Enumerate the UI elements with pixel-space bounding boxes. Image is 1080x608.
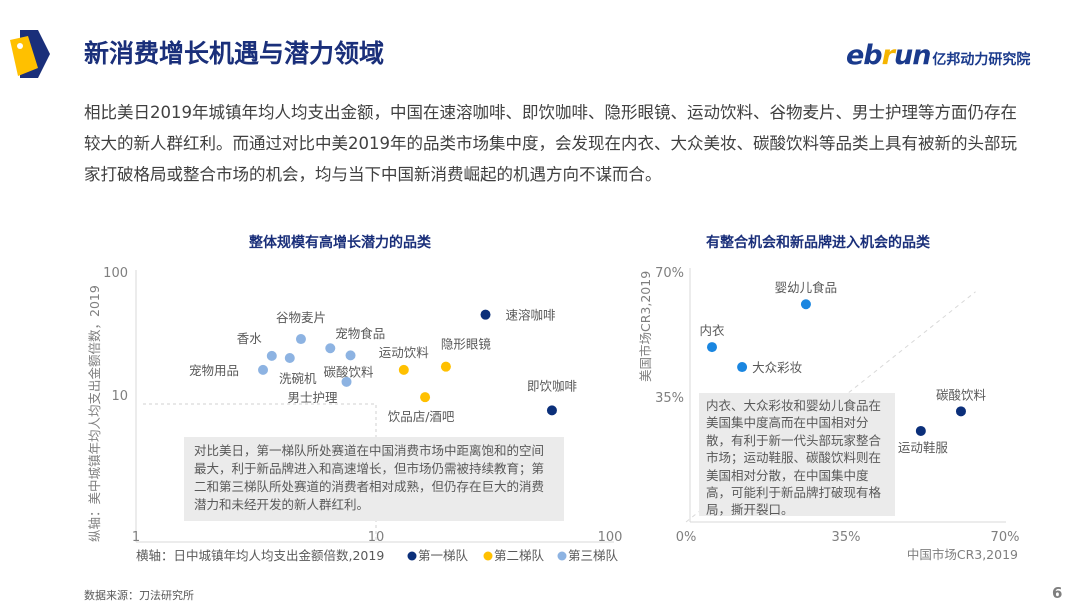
data-point <box>325 343 336 354</box>
data-point <box>800 299 811 310</box>
data-label: 隐形眼镜 <box>441 337 492 352</box>
data-point <box>955 406 966 417</box>
data-label: 男士护理 <box>288 390 339 405</box>
intro-paragraph: 相比美日2019年城镇年均人均支出金额，中国在速溶咖啡、即饮咖啡、隐形眼镜、运动… <box>84 103 1017 184</box>
x-tick-label: 0% <box>676 530 697 545</box>
x-tick-label: 10 <box>368 530 385 545</box>
ebrun-logo: ebrun 亿邦动力研究院 <box>846 40 1031 71</box>
data-point <box>546 405 557 416</box>
legend-label: 第二梯队 <box>494 548 545 563</box>
x-tick-label: 1 <box>132 530 140 545</box>
data-label: 宠物用品 <box>189 363 239 378</box>
data-label: 内衣 <box>699 323 725 338</box>
data-label: 速溶咖啡 <box>506 308 557 323</box>
data-label: 运动鞋服 <box>898 440 949 455</box>
data-label: 饮品店/酒吧 <box>388 409 455 424</box>
legend-label: 第一梯队 <box>418 548 469 563</box>
data-point <box>480 309 491 320</box>
legend-marker <box>483 551 493 561</box>
x-axis-label: 中国市场CR3,2019 <box>907 547 1018 562</box>
x-axis-label: 横轴：日中城镇年均人均支出金额倍数,2019 <box>136 548 384 563</box>
data-point <box>345 350 356 361</box>
data-label: 碳酸饮料 <box>324 364 375 379</box>
data-point <box>295 334 306 345</box>
data-source: 数据来源：刀法研究所 <box>84 589 194 602</box>
legend-marker <box>407 551 417 561</box>
data-label: 婴幼儿食品 <box>775 280 838 295</box>
chart2-title: 有整合机会和新品牌进入机会的品类 <box>706 235 930 251</box>
data-label: 碳酸饮料 <box>936 387 987 402</box>
y-axis-label: 美国市场CR3,2019 <box>638 271 653 382</box>
x-tick-label: 35% <box>832 530 861 545</box>
y-tick-label: 100 <box>103 266 128 281</box>
data-point <box>440 361 451 372</box>
data-point <box>915 425 926 436</box>
legend-label: 第三梯队 <box>568 548 619 563</box>
chart2: 0% 35% 70% 70% 35% 中国市场CR3,2019 美国市场CR3,2019 婴幼… <box>638 266 1020 562</box>
x-tick-label: 70% <box>991 530 1020 545</box>
data-label: 洗碗机 <box>279 371 317 386</box>
y-tick-label: 10 <box>111 389 128 404</box>
data-point <box>266 350 277 361</box>
data-label: 谷物麦片 <box>276 310 326 325</box>
data-label: 即饮咖啡 <box>527 378 578 393</box>
page-number: 6 <box>1052 584 1063 602</box>
chart1-annotation: 对比美日，第一梯队所处赛道在中国消费市场中距离饱和的空间最大，利于新品牌进入和高… <box>184 437 564 521</box>
chart2-annotation: 内衣、大众彩妆和婴幼儿食品在美国集中度高而在中国相对分散，有利于新一代头部玩家整… <box>699 393 895 517</box>
y-tick-label: 70% <box>655 266 684 281</box>
y-axis-label: 纵轴：美中城镇年均人均支出金额倍数，2019 <box>87 285 102 542</box>
data-label: 香水 <box>237 331 263 346</box>
chart1-title: 整体规模有高增长潜力的品类 <box>249 235 431 251</box>
tag-icon <box>10 30 50 78</box>
data-point <box>706 342 717 353</box>
data-label: 大众彩妆 <box>752 360 802 375</box>
data-point <box>398 364 409 375</box>
data-point <box>420 392 431 403</box>
data-point <box>341 376 352 387</box>
data-label: 运动饮料 <box>379 345 430 360</box>
legend-marker <box>557 551 567 561</box>
data-point <box>284 352 295 363</box>
data-point <box>737 362 748 373</box>
x-tick-label: 100 <box>598 530 623 545</box>
y-tick-label: 35% <box>655 391 684 406</box>
page-title: 新消费增长机遇与潜力领域 <box>84 39 385 68</box>
data-point <box>258 364 269 375</box>
chart1: 1 10 100 100 10 纵轴：美中城镇年均人均支出金额倍数，2019 横轴：日中城镇… <box>87 266 623 563</box>
data-label: 宠物食品 <box>335 326 385 341</box>
